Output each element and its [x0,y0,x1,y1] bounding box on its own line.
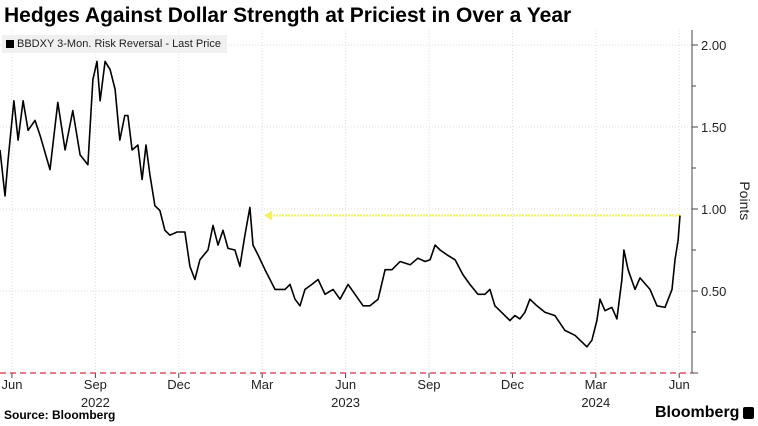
chart-title: Hedges Against Dollar Strength at Pricie… [4,4,572,27]
legend-swatch [6,40,14,48]
brand-name: Bloomberg [655,404,740,421]
legend-label: BBDXY 3-Mon. Risk Reversal - Last Price [17,38,221,50]
x-year-label: 2023 [331,395,360,410]
y-tick-label: 1.00 [701,202,726,217]
x-tick-label: Dec [167,377,191,392]
y-tick-label: 1.50 [701,120,726,135]
x-tick-label: Jun [335,377,356,392]
y-axis-label: Points [737,181,753,220]
y-tick-label: 2.00 [701,38,726,53]
x-tick-label: Mar [251,377,274,392]
annotation-arrow-head [264,210,273,221]
bloomberg-logo: Bloomberg [655,404,755,422]
bloomberg-terminal-icon [743,407,755,419]
x-tick-label: Jun [1,377,22,392]
source-note: Source: Bloomberg [4,408,116,422]
x-year-label: 2024 [581,395,610,410]
x-tick-label: Sep [417,377,440,392]
x-tick-label: Jun [669,377,690,392]
legend: BBDXY 3-Mon. Risk Reversal - Last Price [2,35,227,53]
x-year-label: 2022 [81,395,110,410]
y-tick-label: 0.50 [701,284,726,299]
x-tick-label: Sep [84,377,107,392]
series-line-bbdxy-risk-reversal [0,60,681,348]
x-tick-label: Mar [585,377,608,392]
x-tick-label: Dec [501,377,525,392]
